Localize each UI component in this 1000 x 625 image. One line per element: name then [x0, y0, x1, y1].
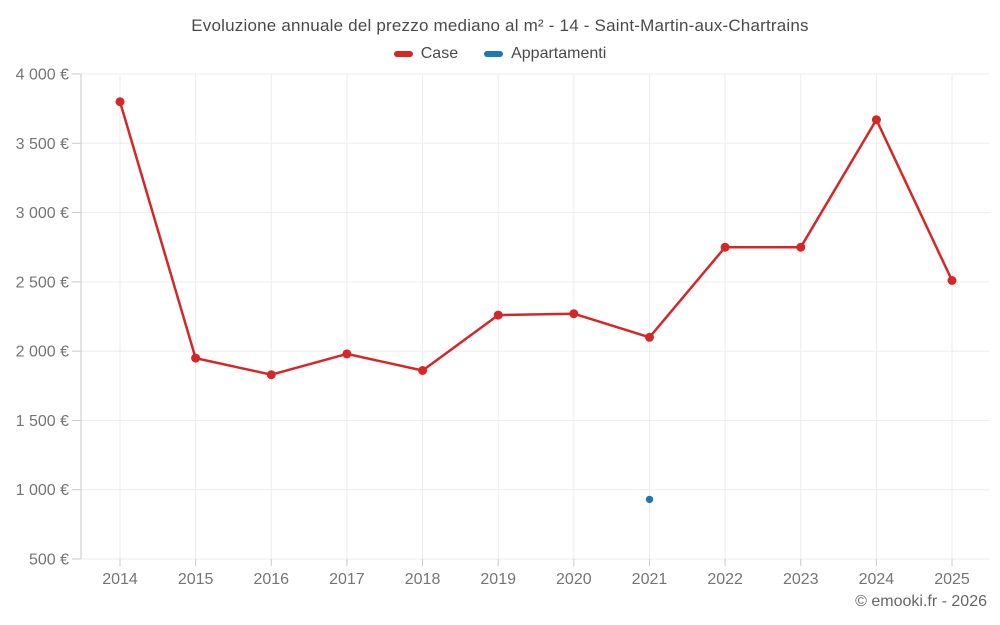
- svg-text:2025: 2025: [934, 571, 970, 588]
- svg-text:2024: 2024: [859, 571, 895, 588]
- svg-text:4 000 €: 4 000 €: [16, 67, 69, 84]
- legend-item-case[interactable]: Case: [393, 45, 459, 63]
- attribution: © emooki.fr - 2026: [855, 593, 987, 610]
- svg-text:500 €: 500 €: [29, 552, 69, 569]
- svg-text:2 000 €: 2 000 €: [16, 344, 69, 361]
- legend-item-appartamenti[interactable]: Appartamenti: [484, 45, 606, 63]
- svg-text:2016: 2016: [253, 571, 289, 588]
- svg-text:1 500 €: 1 500 €: [16, 413, 69, 430]
- legend-label-case: Case: [420, 45, 459, 62]
- svg-text:2017: 2017: [329, 571, 365, 588]
- svg-text:2023: 2023: [783, 571, 819, 588]
- svg-text:2019: 2019: [480, 571, 516, 588]
- svg-text:2021: 2021: [632, 571, 668, 588]
- svg-text:2020: 2020: [556, 571, 592, 588]
- svg-text:3 000 €: 3 000 €: [16, 205, 69, 222]
- legend-label-appartamenti: Appartamenti: [511, 45, 607, 62]
- svg-text:1 000 €: 1 000 €: [16, 482, 69, 499]
- case-series-marker-icon: [393, 51, 413, 57]
- svg-text:2015: 2015: [178, 571, 214, 588]
- svg-text:3 500 €: 3 500 €: [16, 136, 69, 153]
- appartamenti-series-marker-icon: [484, 51, 504, 57]
- chart-legend: Case Appartamenti: [0, 45, 1000, 63]
- chart-title: Evoluzione annuale del prezzo mediano al…: [191, 16, 809, 35]
- svg-text:2014: 2014: [102, 571, 138, 588]
- svg-text:2 500 €: 2 500 €: [16, 274, 69, 291]
- svg-text:2018: 2018: [405, 571, 441, 588]
- svg-text:2022: 2022: [707, 571, 743, 588]
